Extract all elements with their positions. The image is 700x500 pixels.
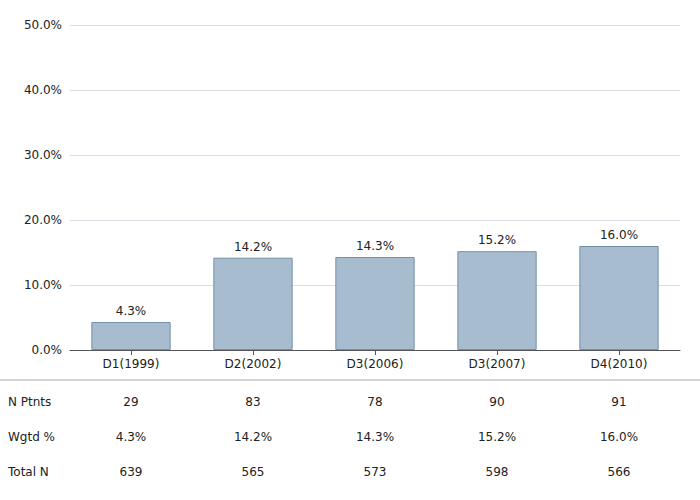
svg-text:78: 78 [367,395,382,409]
svg-text:D4(2010): D4(2010) [591,357,648,371]
svg-text:83: 83 [245,395,260,409]
svg-text:40.0%: 40.0% [24,83,62,97]
svg-text:15.2%: 15.2% [478,233,516,247]
svg-text:14.2%: 14.2% [234,240,272,254]
svg-text:Total N: Total N [7,465,49,479]
svg-text:573: 573 [364,465,387,479]
svg-text:4.3%: 4.3% [116,304,147,318]
svg-text:598: 598 [486,465,509,479]
svg-text:4.3%: 4.3% [116,430,147,444]
svg-text:D3(2007): D3(2007) [469,357,526,371]
svg-text:14.2%: 14.2% [234,430,272,444]
svg-text:30.0%: 30.0% [24,148,62,162]
svg-text:91: 91 [611,395,626,409]
svg-text:0.0%: 0.0% [32,343,63,357]
svg-text:90: 90 [489,395,504,409]
svg-text:Wgtd %: Wgtd % [8,430,55,444]
svg-text:D3(2006): D3(2006) [347,357,404,371]
svg-text:29: 29 [123,395,138,409]
svg-text:10.0%: 10.0% [24,278,62,292]
svg-text:14.3%: 14.3% [356,430,394,444]
svg-text:566: 566 [608,465,631,479]
svg-text:14.3%: 14.3% [356,239,394,253]
svg-text:N Ptnts: N Ptnts [8,395,51,409]
svg-text:D2(2002): D2(2002) [225,357,282,371]
svg-text:565: 565 [242,465,265,479]
svg-text:16.0%: 16.0% [600,228,638,242]
svg-text:50.0%: 50.0% [24,18,62,32]
svg-text:D1(1999): D1(1999) [103,357,160,371]
svg-text:15.2%: 15.2% [478,430,516,444]
svg-text:16.0%: 16.0% [600,430,638,444]
svg-text:639: 639 [120,465,143,479]
svg-text:20.0%: 20.0% [24,213,62,227]
